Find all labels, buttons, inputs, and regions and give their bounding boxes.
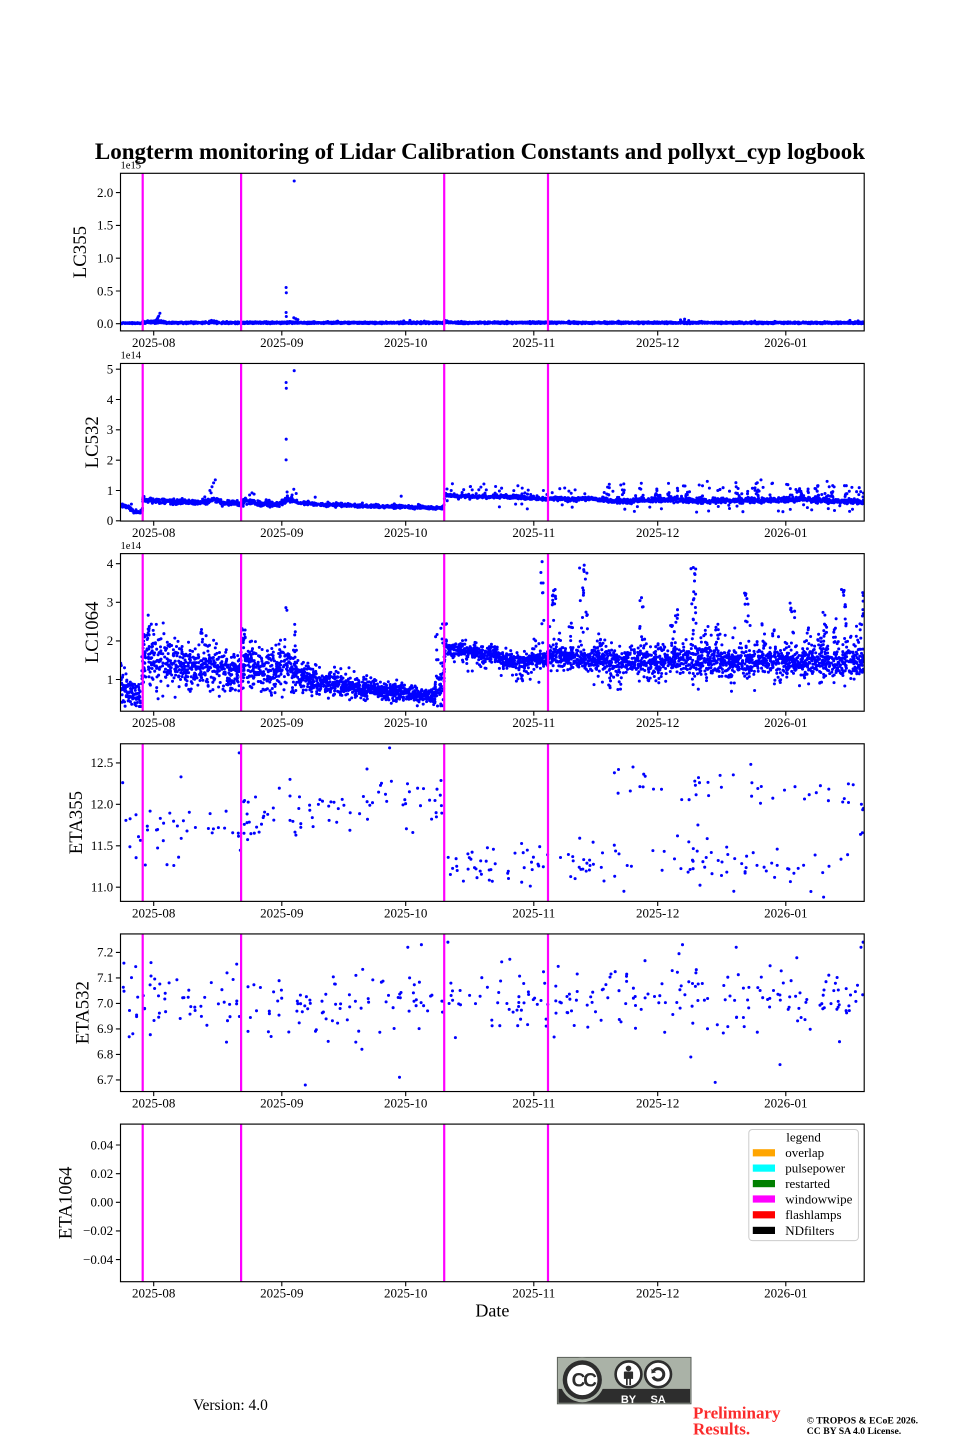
svg-text:flashlamps: flashlamps xyxy=(785,1207,841,1222)
svg-text:2025-10: 2025-10 xyxy=(384,525,427,540)
svg-text:LC532: LC532 xyxy=(82,416,103,468)
svg-text:2026-01: 2026-01 xyxy=(764,1286,807,1301)
svg-text:overlap: overlap xyxy=(785,1145,824,1160)
svg-text:Longterm monitoring of Lidar C: Longterm monitoring of Lidar Calibration… xyxy=(95,139,865,164)
svg-text:windowwipe: windowwipe xyxy=(785,1191,852,1206)
svg-text:2: 2 xyxy=(107,453,114,468)
svg-text:11.5: 11.5 xyxy=(91,838,113,853)
svg-text:pulsepower: pulsepower xyxy=(785,1161,846,1176)
svg-text:ETA355: ETA355 xyxy=(66,791,87,854)
svg-text:4: 4 xyxy=(107,556,114,571)
svg-text:1: 1 xyxy=(107,672,114,687)
svg-text:2025-12: 2025-12 xyxy=(636,1286,679,1301)
svg-text:ETA532: ETA532 xyxy=(73,981,94,1044)
svg-text:Date: Date xyxy=(475,1301,509,1321)
svg-text:0.5: 0.5 xyxy=(97,283,113,298)
svg-text:0: 0 xyxy=(107,513,114,528)
svg-text:2025-11: 2025-11 xyxy=(512,1286,555,1301)
svg-text:2025-11: 2025-11 xyxy=(512,715,555,730)
svg-text:2025-09: 2025-09 xyxy=(260,525,303,540)
svg-text:ETA1064: ETA1064 xyxy=(56,1166,77,1239)
svg-text:BY: BY xyxy=(621,1394,637,1406)
svg-text:0.0: 0.0 xyxy=(97,316,113,331)
svg-text:2025-09: 2025-09 xyxy=(260,1286,303,1301)
svg-text:7.2: 7.2 xyxy=(97,945,113,960)
svg-text:2025-12: 2025-12 xyxy=(636,525,679,540)
svg-text:Results.: Results. xyxy=(693,1419,750,1438)
svg-text:12.5: 12.5 xyxy=(90,755,113,770)
svg-text:SA: SA xyxy=(650,1394,665,1406)
svg-text:4: 4 xyxy=(107,392,114,407)
svg-text:6.7: 6.7 xyxy=(97,1072,114,1087)
svg-text:© TROPOS & ECoE 2026.: © TROPOS & ECoE 2026. xyxy=(807,1416,918,1427)
svg-text:legend: legend xyxy=(786,1130,821,1145)
svg-text:CC: CC xyxy=(572,1371,598,1392)
svg-text:2025-09: 2025-09 xyxy=(260,905,303,920)
svg-text:2025-12: 2025-12 xyxy=(636,335,679,350)
svg-text:2025-11: 2025-11 xyxy=(512,905,555,920)
svg-text:6.9: 6.9 xyxy=(97,1021,113,1036)
svg-text:Preliminary: Preliminary xyxy=(693,1403,781,1422)
svg-text:2025-08: 2025-08 xyxy=(132,715,175,730)
svg-text:−0.02: −0.02 xyxy=(83,1223,113,1238)
svg-text:12.0: 12.0 xyxy=(90,797,113,812)
svg-text:LC355: LC355 xyxy=(70,226,91,278)
svg-text:2.0: 2.0 xyxy=(97,185,113,200)
svg-text:7.1: 7.1 xyxy=(97,970,113,985)
svg-text:1e14: 1e14 xyxy=(121,541,142,552)
svg-text:2025-12: 2025-12 xyxy=(636,1095,679,1110)
svg-text:2: 2 xyxy=(107,633,114,648)
svg-text:2025-10: 2025-10 xyxy=(384,905,427,920)
svg-text:3: 3 xyxy=(107,422,114,437)
svg-text:2025-09: 2025-09 xyxy=(260,715,303,730)
svg-text:3: 3 xyxy=(107,595,114,610)
svg-text:1e14: 1e14 xyxy=(121,351,142,362)
svg-text:2026-01: 2026-01 xyxy=(764,715,807,730)
svg-text:2025-08: 2025-08 xyxy=(132,905,175,920)
svg-text:1.0: 1.0 xyxy=(97,251,113,266)
svg-text:2025-09: 2025-09 xyxy=(260,1095,303,1110)
svg-text:2025-08: 2025-08 xyxy=(132,1095,175,1110)
svg-text:2025-10: 2025-10 xyxy=(384,1286,427,1301)
svg-text:2025-10: 2025-10 xyxy=(384,335,427,350)
svg-text:0.02: 0.02 xyxy=(90,1166,113,1181)
svg-text:2026-01: 2026-01 xyxy=(764,335,807,350)
svg-text:restarted: restarted xyxy=(785,1176,830,1191)
svg-text:0.04: 0.04 xyxy=(90,1137,113,1152)
svg-text:LC1064: LC1064 xyxy=(82,601,103,663)
svg-text:11.0: 11.0 xyxy=(91,880,113,895)
svg-text:1e15: 1e15 xyxy=(121,161,142,172)
svg-text:1.5: 1.5 xyxy=(97,218,113,233)
svg-text:CC BY SA 4.0 License.: CC BY SA 4.0 License. xyxy=(807,1426,901,1437)
svg-text:2026-01: 2026-01 xyxy=(764,525,807,540)
svg-text:7.0: 7.0 xyxy=(97,996,113,1011)
svg-text:2025-11: 2025-11 xyxy=(512,525,555,540)
svg-text:1: 1 xyxy=(107,483,114,498)
svg-text:2025-11: 2025-11 xyxy=(512,335,555,350)
svg-text:2025-11: 2025-11 xyxy=(512,1095,555,1110)
svg-text:2025-08: 2025-08 xyxy=(132,335,175,350)
svg-text:2026-01: 2026-01 xyxy=(764,1095,807,1110)
svg-text:2025-12: 2025-12 xyxy=(636,715,679,730)
svg-text:5: 5 xyxy=(107,362,114,377)
svg-text:2025-09: 2025-09 xyxy=(260,335,303,350)
svg-text:2025-08: 2025-08 xyxy=(132,525,175,540)
svg-text:2025-12: 2025-12 xyxy=(636,905,679,920)
svg-text:6.8: 6.8 xyxy=(97,1047,113,1062)
svg-text:2025-10: 2025-10 xyxy=(384,715,427,730)
svg-text:2025-10: 2025-10 xyxy=(384,1095,427,1110)
svg-text:2026-01: 2026-01 xyxy=(764,905,807,920)
svg-text:2025-08: 2025-08 xyxy=(132,1286,175,1301)
svg-text:NDfilters: NDfilters xyxy=(785,1223,834,1238)
svg-text:−0.04: −0.04 xyxy=(83,1252,114,1267)
svg-text:Version: 4.0: Version: 4.0 xyxy=(193,1397,268,1414)
svg-text:0.00: 0.00 xyxy=(90,1195,113,1210)
